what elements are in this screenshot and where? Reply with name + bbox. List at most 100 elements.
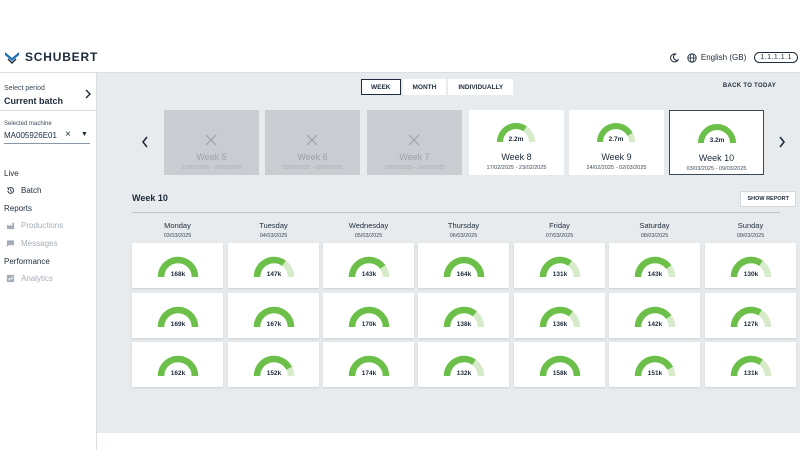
batch-card[interactable]: 174k [323, 342, 414, 387]
tab-month[interactable]: MONTH [402, 79, 447, 95]
week-name: Week 7 [399, 152, 430, 162]
day-date: 03/03/2025 [163, 233, 192, 239]
batch-card[interactable]: 158k [514, 342, 605, 387]
week-card[interactable]: 2.7m Week 9 24/02/2025 - 02/03/2025 [569, 110, 664, 175]
nav-item-productions[interactable]: Productions [6, 221, 63, 230]
week-range: 24/02/2025 - 02/03/2025 [586, 165, 647, 171]
nav-item-analytics[interactable]: Analytics [6, 274, 53, 283]
batch-gauge: 143k [634, 256, 676, 278]
week-name: Week 6 [297, 152, 328, 162]
batch-card[interactable]: 151k [609, 342, 700, 387]
moon-icon[interactable] [669, 52, 679, 63]
show-report-button[interactable]: SHOW REPORT [740, 191, 796, 207]
week-card: Week 7 10/02/2025 - 16/02/2025 [367, 110, 462, 175]
batch-card[interactable]: 169k [132, 293, 223, 338]
gauge-value: 162k [171, 370, 186, 377]
gauge-value: 2.7m [609, 136, 624, 143]
batch-card[interactable]: 167k [228, 293, 319, 338]
week-name: Week 10 [698, 153, 735, 163]
gauge-fill [698, 124, 736, 144]
week-card: Week 6 03/02/2025 - 09/02/2025 [265, 110, 360, 175]
tab-week[interactable]: WEEK [361, 79, 401, 95]
batch-gauge: 132k [443, 355, 485, 377]
week-card[interactable]: 2.2m Week 8 17/02/2025 - 23/02/2025 [469, 110, 564, 175]
gauge-fill [443, 256, 485, 278]
batch-card[interactable]: 127k [705, 293, 796, 338]
batch-gauge: 131k [539, 256, 581, 278]
batch-card[interactable]: 164k [418, 243, 509, 288]
week-card: Week 5 27/01/2025 - 02/02/2025 [164, 110, 259, 175]
day-header: Wednesday 05/03/2025 [323, 221, 414, 239]
batch-gauge: 138k [443, 306, 485, 328]
week-gauge: 2.7m [597, 123, 635, 143]
gauge-fill [539, 256, 572, 278]
batch-card[interactable]: 152k [228, 342, 319, 387]
gauge-fill [539, 306, 573, 328]
batch-card[interactable]: 136k [514, 293, 605, 338]
day-date: 05/03/2025 [354, 233, 383, 239]
batch-card[interactable]: 143k [323, 243, 414, 288]
period-label: Select period [4, 85, 45, 92]
gauge-fill [730, 256, 763, 278]
nav-section-performance: Performance [4, 257, 50, 266]
gauge-value: 132k [457, 370, 472, 377]
week-card[interactable]: 3.2m Week 10 03/03/2025 - 09/03/2025 [669, 110, 764, 175]
nav-item-label: Productions [21, 221, 64, 230]
day-header: Thursday 06/03/2025 [418, 221, 509, 239]
batch-card[interactable]: 132k [418, 342, 509, 387]
chart-icon [6, 274, 15, 283]
period-selector[interactable]: Select period Current batch [0, 73, 96, 111]
clear-icon[interactable]: × [65, 129, 71, 140]
language-selector[interactable]: English (GB) [687, 52, 747, 63]
batch-gauge: 169k [157, 306, 199, 328]
day-name: Wednesday [348, 221, 389, 230]
batch-card[interactable]: 143k [609, 243, 700, 288]
nav-item-messages[interactable]: Messages [6, 239, 57, 248]
chevron-right-icon [85, 89, 91, 99]
week-gauge: 2.2m [497, 123, 535, 143]
gauge-value: 168k [171, 271, 186, 278]
batch-card[interactable]: 131k [705, 342, 796, 387]
batch-card[interactable]: 147k [228, 243, 319, 288]
day-header: Monday 03/03/2025 [132, 221, 223, 239]
day-date: 06/03/2025 [449, 233, 478, 239]
gauge-fill [634, 306, 672, 328]
batch-card[interactable]: 170k [323, 293, 414, 338]
user-chip[interactable]: 1.1.1.1.1 [754, 52, 798, 63]
gauge-fill [634, 355, 674, 377]
brand-logo[interactable]: SCHUBERT [4, 50, 98, 64]
batch-card[interactable]: 168k [132, 243, 223, 288]
week-range: 03/02/2025 - 09/02/2025 [282, 165, 343, 171]
batch-card[interactable]: 131k [514, 243, 605, 288]
factory-icon [6, 222, 15, 230]
selected-week-title: Week 10 [132, 193, 168, 203]
day-header: Sunday 09/03/2025 [705, 221, 796, 239]
language-label: English (GB) [700, 53, 747, 62]
gauge-value: 130k [744, 271, 759, 278]
batch-card[interactable]: 130k [705, 243, 796, 288]
header-controls: English (GB) 1.1.1.1.1 [669, 52, 800, 63]
section-divider [132, 212, 780, 213]
gauge-fill [348, 256, 386, 278]
machine-selector[interactable]: Selected machine MA005926E01 × ▼ [0, 111, 96, 159]
gauge-value: 2.2m [509, 136, 524, 143]
schubert-logo-icon [5, 52, 19, 64]
previous-week-icon[interactable] [140, 135, 150, 149]
no-data-icon [306, 134, 318, 146]
nav-item-batch[interactable]: Batch [6, 186, 41, 195]
gauge-fill [253, 355, 293, 377]
nav-section-reports: Reports [4, 204, 33, 213]
batch-card[interactable]: 162k [132, 342, 223, 387]
caret-down-icon[interactable]: ▼ [81, 131, 88, 138]
batch-gauge: 131k [730, 355, 772, 377]
next-week-icon[interactable] [777, 135, 787, 149]
batch-card[interactable]: 142k [609, 293, 700, 338]
back-to-today-button[interactable]: BACK TO TODAY [722, 83, 776, 89]
batch-card[interactable]: 138k [418, 293, 509, 338]
day-name: Tuesday [259, 221, 288, 230]
gauge-value: 170k [362, 321, 377, 328]
gauge-value: 167k [267, 321, 282, 328]
gauge-value: 174k [362, 370, 377, 377]
gauge-value: 158k [553, 370, 568, 377]
tab-individually[interactable]: INDIVIDUALLY [448, 79, 514, 95]
